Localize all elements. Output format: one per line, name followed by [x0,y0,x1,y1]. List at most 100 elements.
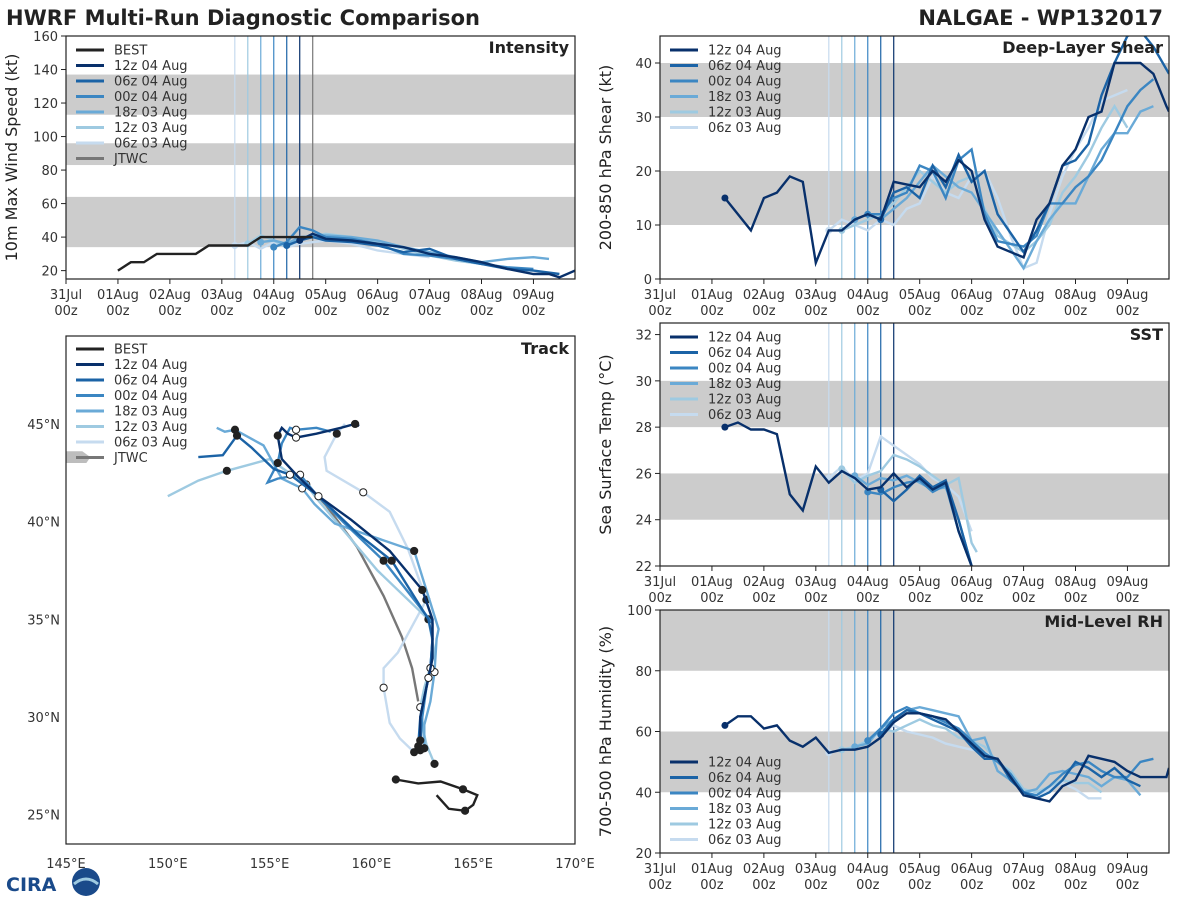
track-point [359,488,368,497]
legend-entry: 18z 03 Aug [708,802,782,817]
legend-entry: 18z 03 Aug [114,106,188,121]
y-tick-label: 28 [635,421,652,436]
legend-entry: 06z 03 Aug [708,408,782,423]
legend-entry: 00z 04 Aug [114,90,188,105]
rh-ylabel: 700-500 hPa Humidity (%) [596,626,615,837]
figure-title-right: NALGAE - WP132017 [918,6,1163,30]
init-marker [721,721,729,729]
track-point [391,775,400,784]
y-tick-label: 20 [635,847,652,862]
x-tick-label: 01Aug [691,862,733,877]
series-line-06z-04-aug [879,474,973,566]
legend-entry: 12z 03 Aug [114,121,188,136]
x-tick-label: 03Aug [795,862,837,877]
y-tick-label: 120 [33,97,58,112]
series-line-12z-03-aug [840,453,978,553]
x-tick-label: 00z [1012,878,1036,893]
track-point [460,806,470,815]
y-tick-label: 40 [41,231,58,246]
x-tick-label: 160°E [352,857,392,872]
panels: 2040608010012014016031Jul00z01Aug00z02Au… [2,30,1170,893]
track-point [410,546,419,556]
logo-text: CIRA [6,874,57,896]
x-tick-label: 02Aug [743,862,785,877]
x-tick-label: 00z [804,304,828,319]
init-marker [296,236,304,244]
legend-entry: 12z 04 Aug [114,358,188,373]
shear-ylabel: 200-850 hPa Shear (kt) [596,65,615,251]
intensity-band [660,63,1169,117]
x-tick-label: 00z [804,878,828,893]
track-line-12z-03-aug [167,457,436,765]
x-tick-label: 08Aug [461,288,503,303]
track-point [458,785,468,794]
legend-entry: 06z 04 Aug [708,59,782,74]
intensity-title: Intensity [489,38,570,57]
x-tick-label: 00z [1064,591,1088,606]
y-tick-label: 24 [635,514,652,529]
legend-entry: 12z 04 Aug [708,331,782,346]
y-tick-label: 140 [33,64,58,79]
x-tick-label: 01Aug [97,288,139,303]
shear-title: Deep-Layer Shear [1002,38,1163,57]
y-tick-label: 0 [644,273,652,288]
track-point [332,429,341,438]
legend-entry: 12z 04 Aug [708,44,782,59]
track-line-18z-03-aug [216,426,440,749]
x-tick-label: 00z [752,591,776,606]
y-tick-label: 160 [33,30,58,45]
legend-entry: 12z 03 Aug [708,106,782,121]
y-tick-label: 60 [635,726,652,741]
x-tick-label: 00z [700,591,724,606]
x-tick-label: 03Aug [795,288,837,303]
track-point [222,466,231,475]
track-point [379,556,388,565]
intensity-ylabel: 10m Max Wind Speed (kt) [2,54,21,262]
legend-entry: 12z 04 Aug [708,756,782,771]
track-line-jtwc [299,475,420,702]
series-line-18z-03-aug [854,105,1154,271]
legend-entry: 06z 03 Aug [114,436,188,451]
x-tick-label: 00z [1064,878,1088,893]
series-line-12z-04-aug [723,61,1169,268]
init-marker [721,423,729,431]
y-tick-label: 60 [41,198,58,213]
shear-panel: 01020304031Jul00z01Aug00z02Aug00z03Aug00… [596,35,1170,319]
x-tick-label: 00z [106,304,130,319]
x-tick-label: 00z [314,304,338,319]
x-tick-label: 03Aug [795,575,837,590]
y-tick-label: 35°N [27,613,60,628]
init-marker [257,238,265,246]
legend-entry: 06z 03 Aug [708,121,782,136]
x-tick-label: 00z [856,591,880,606]
y-tick-label: 20 [41,265,58,280]
y-tick-label: 80 [41,164,58,179]
x-tick-label: 01Aug [691,288,733,303]
init-marker [838,465,846,473]
x-tick-label: 00z [262,304,286,319]
x-tick-label: 04Aug [847,862,889,877]
x-tick-label: 03Aug [201,288,243,303]
track-line-best [395,778,479,813]
x-tick-label: 00z [1116,591,1140,606]
y-tick-label: 30 [635,375,652,390]
plot-frame [65,35,576,280]
x-tick-label: 00z [908,878,932,893]
x-tick-label: 04Aug [847,575,889,590]
x-tick-label: 07Aug [1003,575,1045,590]
intensity-band [660,610,1169,671]
logo-circle-icon [72,868,100,896]
y-tick-label: 40 [635,786,652,801]
x-tick-label: 00z [908,591,932,606]
x-tick-label: 00z [158,304,182,319]
track-point [285,470,295,479]
y-tick-label: 40°N [27,516,60,531]
plot-frame [659,35,1170,280]
legend-entry: 18z 03 Aug [708,377,782,392]
plot-frame [65,335,576,845]
x-tick-label: 06Aug [951,575,993,590]
x-tick-label: 150°E [148,857,188,872]
